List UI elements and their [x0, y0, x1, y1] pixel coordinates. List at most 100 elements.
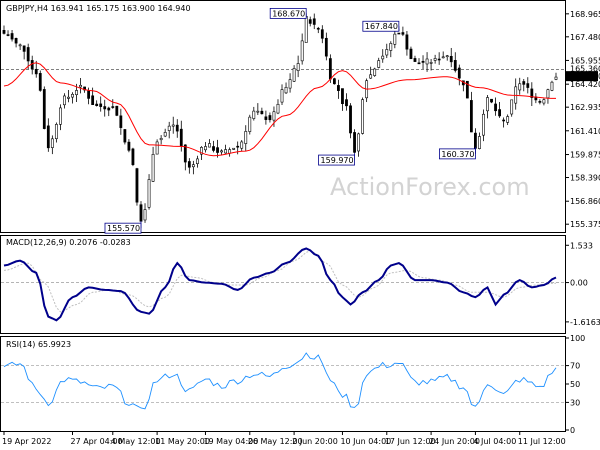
candle-body — [401, 32, 405, 35]
candle-body — [300, 40, 304, 62]
watermark: ActionForex.com — [330, 173, 530, 201]
candle-body — [159, 137, 163, 141]
candle-body — [22, 45, 26, 52]
candle-body — [59, 107, 62, 125]
annotation-box — [439, 148, 476, 160]
candle-body — [167, 125, 171, 131]
candle-body — [337, 85, 340, 91]
reference-line-group: 165.360 — [1, 63, 600, 74]
reference-line-label: 165.360 — [570, 65, 600, 74]
candle-body — [260, 110, 264, 115]
macd-axis: 1.533 0.00 -1.6163 — [1, 241, 600, 327]
candle-body — [312, 18, 316, 25]
candle-body — [453, 60, 457, 71]
candle-body — [119, 115, 123, 128]
candle-body — [341, 88, 344, 105]
candle-body — [361, 99, 364, 134]
candle-body — [308, 19, 312, 24]
candle-body — [345, 99, 348, 107]
candle-body — [530, 88, 534, 98]
time-tick-label: 4 May 12:00 — [111, 437, 161, 446]
candle-body — [437, 58, 441, 61]
candle-body — [429, 62, 433, 64]
candle-body — [208, 143, 211, 148]
candle-body — [328, 58, 332, 80]
candle-body — [457, 67, 461, 79]
rsi-title: RSI(14) 65.9923 — [6, 340, 71, 349]
annotation-label: 160.370 — [441, 150, 474, 159]
rsi-series — [3, 352, 557, 410]
time-tick-label: 27 Apr 04:00 — [70, 437, 122, 446]
current-price-marker: 164.940 — [566, 71, 600, 82]
candle-body — [6, 34, 10, 36]
candle-body — [248, 116, 252, 132]
candle-body — [75, 90, 78, 96]
time-tick-label: 17 Jun 12:00 — [385, 437, 436, 446]
reference-label-box — [566, 63, 598, 74]
candle-body — [196, 158, 199, 164]
candle-body — [357, 133, 360, 152]
macd-line — [3, 247, 557, 322]
candle-body — [79, 84, 82, 88]
candle-body — [518, 83, 522, 91]
macd-tick-label: 1.533 — [570, 241, 593, 250]
macd-panel-frame — [0, 235, 566, 334]
candle-body — [67, 96, 70, 99]
time-tick-label: 11 May 20:00 — [155, 437, 210, 446]
candle-body — [469, 100, 473, 133]
candle-body — [445, 55, 449, 58]
price-tick-label: 162.935 — [570, 103, 600, 112]
candle-body — [280, 89, 284, 103]
candle-body — [550, 81, 554, 91]
candle-body — [95, 103, 99, 106]
annotation-box — [318, 154, 355, 166]
candle-body — [244, 131, 248, 144]
candle-body — [284, 86, 288, 94]
candlestick-series — [2, 13, 558, 223]
candle-body — [546, 89, 550, 99]
candle-body — [54, 124, 58, 139]
candle-body — [87, 90, 91, 99]
candle-body — [324, 37, 328, 57]
time-tick-label: 11 Jul 12:00 — [518, 437, 566, 446]
time-tick-label: 19 Apr 2022 — [2, 437, 51, 446]
candle-body — [397, 32, 401, 35]
candle-body — [99, 103, 103, 107]
candle-body — [183, 144, 187, 163]
candle-body — [377, 60, 381, 68]
time-tick-label: 24 Jun 20:00 — [429, 437, 480, 446]
candle-body — [200, 147, 203, 155]
moving-average-line — [3, 62, 556, 157]
candle-body — [486, 97, 489, 112]
candle-body — [316, 27, 320, 30]
candle-body — [417, 62, 421, 65]
annotation-box — [104, 222, 142, 234]
candle-body — [18, 44, 22, 47]
price-tick-label: 165.955 — [570, 56, 600, 65]
candle-body — [216, 147, 219, 153]
annotation-box — [362, 20, 400, 32]
time-tick-label: 2 Jun 20:00 — [292, 437, 338, 446]
candle-body — [268, 115, 272, 121]
price-tick-label: 158.390 — [570, 174, 600, 183]
annotation-label: 159.970 — [321, 156, 354, 165]
candle-body — [240, 141, 244, 149]
price-annotations: 168.670 167.840 155.570 159.970 160.370 — [104, 7, 476, 234]
candle-body — [522, 81, 526, 85]
candle-body — [441, 56, 445, 59]
candle-body — [506, 116, 510, 123]
candle-body — [50, 138, 54, 148]
candle-body — [224, 149, 228, 154]
candle-body — [179, 128, 183, 147]
candle-body — [91, 95, 95, 106]
candle-body — [236, 145, 240, 148]
candle-body — [502, 119, 506, 122]
candle-body — [131, 148, 135, 165]
candle-body — [389, 43, 393, 51]
candle-body — [228, 149, 232, 154]
candle-body — [2, 30, 6, 34]
candle-body — [353, 132, 356, 153]
candle-body — [288, 79, 292, 89]
